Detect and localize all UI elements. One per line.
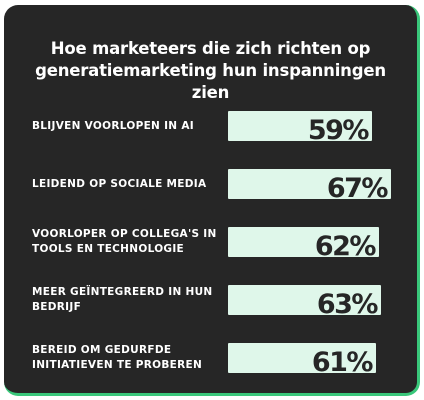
category-label: MEER GEÏNTEGREERD IN HUN BEDRIJF: [32, 286, 213, 313]
bar: 62%: [228, 227, 379, 262]
category-label: BEREID OM GEDURFDE INITIATIEVEN TE PROBE…: [32, 344, 203, 371]
bar-chart: BLIJVEN VOORLOPEN IN AI 59% LEIDEND OP SOC…: [4, 5, 420, 396]
data-label: 67%: [326, 173, 389, 204]
bar: 61%: [228, 343, 376, 378]
data-label: 63%: [316, 289, 379, 320]
chart-card: Hoe marketeers die zich richten op gener…: [4, 5, 420, 396]
bar: 59%: [228, 111, 372, 146]
bar: 63%: [228, 285, 381, 320]
category-label: LEIDEND OP SOCIALE MEDIA: [32, 177, 207, 190]
data-label: 59%: [307, 115, 370, 146]
data-label: 62%: [314, 231, 377, 262]
data-label: 61%: [311, 347, 374, 378]
category-label: VOORLOPER OP COLLEGA'S IN TOOLS EN TECHN…: [32, 228, 217, 255]
category-label: BLIJVEN VOORLOPEN IN AI: [32, 119, 194, 132]
chart-title: Hoe marketeers die zich richten op gener…: [35, 39, 386, 102]
bar: 67%: [228, 169, 391, 204]
